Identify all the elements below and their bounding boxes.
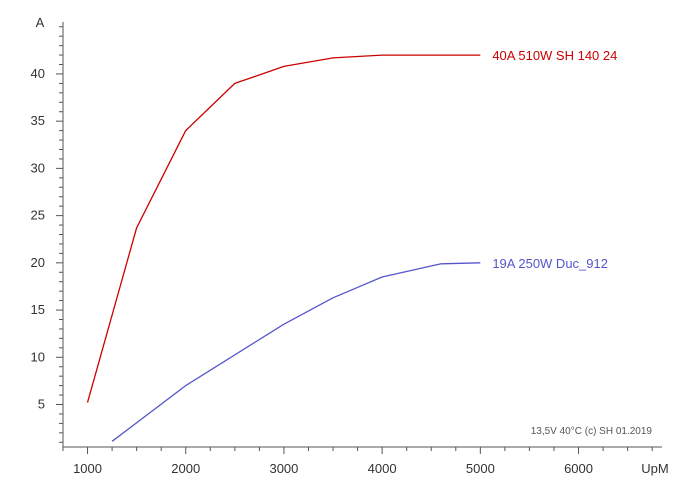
x-axis-label: UpM — [641, 461, 668, 476]
y-tick-label: 20 — [31, 255, 45, 270]
x-tick-label: 3000 — [269, 461, 298, 476]
y-tick-label: 25 — [31, 208, 45, 223]
series-line-2 — [111, 262, 481, 442]
series-group: 40A 510W SH 140 24 19A 250W Duc_912 — [86, 48, 617, 442]
axes — [62, 22, 662, 448]
x-tick-label: 2000 — [171, 461, 200, 476]
x-tick-label: 4000 — [368, 461, 397, 476]
y-tick-label: 40 — [31, 66, 45, 81]
y-tick-label: 30 — [31, 160, 45, 175]
y-tick-label: 5 — [38, 397, 45, 412]
y-tick-label: 10 — [31, 349, 45, 364]
y-tick-label: 35 — [31, 113, 45, 128]
y-tick-label: 15 — [31, 302, 45, 317]
conditions-annotation: 13,5V 40°C (c) SH 01.2019 — [531, 426, 653, 437]
series-label-1: 40A 510W SH 140 24 — [492, 48, 617, 63]
x-ticks: 1000 2000 3000 4000 5000 6000 — [62, 447, 653, 476]
series-label-2: 19A 250W Duc_912 — [492, 256, 608, 271]
x-tick-label: 1000 — [73, 461, 102, 476]
y-ticks: 5 10 15 20 25 30 35 40 — [31, 26, 63, 443]
y-axis-label: A — [36, 15, 45, 30]
series-line-1 — [86, 54, 481, 403]
x-tick-label: 6000 — [564, 461, 593, 476]
x-tick-label: 5000 — [466, 461, 495, 476]
